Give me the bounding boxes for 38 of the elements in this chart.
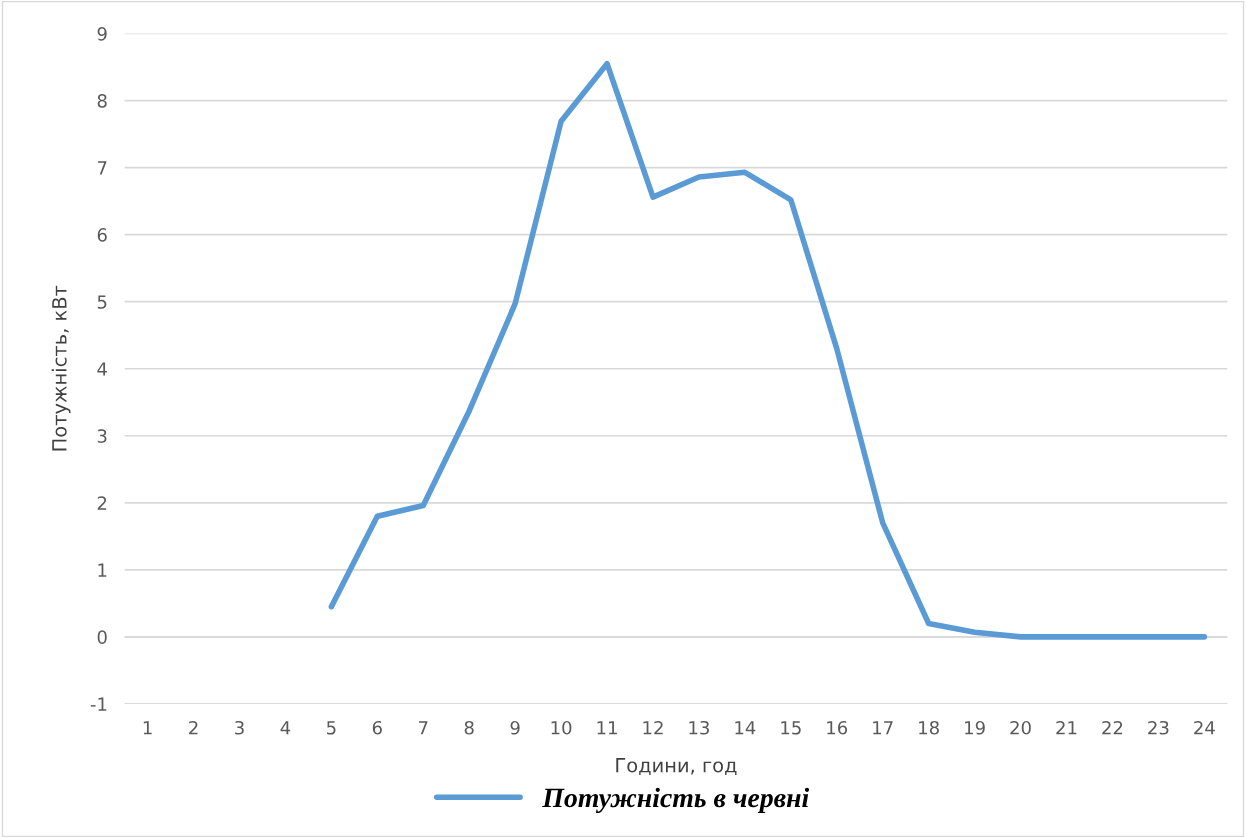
y-tick-label: 3 [97, 429, 107, 443]
x-tick-label: 9 [510, 720, 520, 735]
x-tick-label: 19 [965, 720, 985, 735]
x-tick-label: 7 [418, 721, 428, 735]
x-tick-label: 24 [1194, 720, 1215, 735]
y-tick-label: -1 [90, 697, 107, 711]
x-tick-label: 6 [372, 720, 382, 735]
x-tick-label: 20 [1010, 720, 1031, 735]
x-tick-label: 5 [327, 721, 336, 735]
x-tick-label: 8 [464, 720, 474, 735]
y-tick-label: 7 [97, 161, 107, 175]
x-axis-title: Години, год [616, 758, 737, 775]
x-tick-label: 17 [873, 721, 893, 735]
x-tick-label: 4 [280, 721, 291, 735]
x-tick-label: 23 [1148, 720, 1169, 735]
x-tick-label: 22 [1102, 720, 1123, 735]
y-tick-label: 4 [97, 362, 107, 376]
y-axis-title: Потужність, кВт [51, 285, 71, 451]
x-tick-label: 12 [643, 720, 663, 735]
x-tick-label: 15 [781, 721, 801, 735]
x-tick-label: 16 [827, 720, 848, 735]
y-tick-label: 6 [97, 228, 107, 242]
y-tick-label: 1 [98, 563, 107, 577]
y-tick-label: 8 [97, 94, 107, 108]
x-tick-label: 13 [689, 720, 709, 735]
y-tick-label: 5 [97, 295, 107, 309]
legend-label: Потужність в червні [542, 787, 810, 813]
x-tick-label: 10 [551, 720, 572, 735]
x-tick-label: 14 [735, 721, 756, 735]
y-tick-label: 2 [97, 496, 107, 510]
x-tick-label: 1 [143, 721, 152, 735]
x-tick-label: 18 [919, 720, 939, 735]
y-tick-label: 9 [97, 26, 107, 41]
x-tick-label: 2 [189, 720, 198, 735]
x-tick-label: 3 [235, 720, 244, 735]
x-tick-label: 11 [597, 721, 617, 735]
y-tick-label: 0 [97, 630, 107, 644]
x-tick-label: 21 [1056, 720, 1077, 735]
